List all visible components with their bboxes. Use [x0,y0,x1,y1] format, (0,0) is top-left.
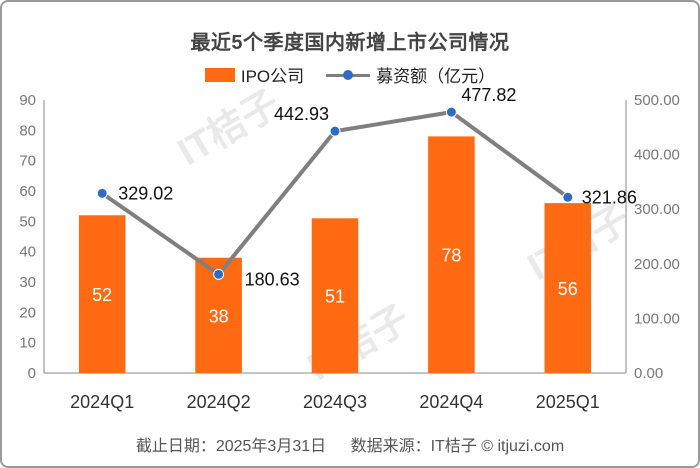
chart-title: 最近5个季度国内新增上市公司情况 [190,32,510,54]
line-value-label: 477.82 [461,85,516,105]
line-point-2024Q3 [329,125,341,137]
right-axis-tick-label: 200.00 [634,256,680,273]
bar-value-label: 56 [558,279,578,299]
bar-value-label: 78 [441,246,461,266]
legend-bar-label: IPO公司 [240,67,305,86]
bar-2024Q4 [428,136,475,373]
left-axis-tick-label: 50 [19,213,36,230]
legend-item-bar: IPO公司 [204,62,305,87]
line-value-label: 442.93 [274,104,329,124]
line-point-2025Q1 [562,191,574,203]
left-axis-tick-label: 60 [19,183,36,200]
left-axis-tick-label: 90 [19,92,36,109]
right-axis-tick-label: 500.00 [634,92,680,109]
bar-2024Q1 [78,215,126,373]
right-axis-tick-label: 0.00 [634,365,663,382]
right-axis-tick-label: 100.00 [634,310,680,327]
left-axis-tick-label: 30 [19,274,36,291]
line-point-2024Q4 [445,106,457,118]
bar-value-label: 51 [325,287,345,307]
right-axis-tick-label: 400.00 [634,147,680,164]
left-axis-tick-label: 40 [19,244,36,261]
x-axis-tick-label: 2024Q3 [303,392,367,412]
right-axis-tick-label: 300.00 [634,201,680,218]
bar-2025Q1 [544,203,592,373]
line-value-label: 180.63 [245,269,300,289]
legend-line-label: 募资额（亿元） [376,67,496,86]
line-value-label: 329.02 [118,183,173,203]
left-axis-tick-label: 10 [19,335,36,352]
x-axis-tick-label: 2024Q4 [419,392,483,412]
line-value-label: 321.86 [582,187,637,207]
footer-source: 数据来源：IT桔子 © itjuzi.com [350,438,565,455]
chart-legend: IPO公司 募资额（亿元） [0,62,700,87]
x-axis-tick-label: 2024Q2 [187,392,251,412]
left-axis-tick-label: 70 [19,153,36,170]
line-point-2024Q2 [213,268,225,280]
left-axis-tick-label: 80 [19,122,36,139]
line-point-2024Q1 [96,187,108,199]
bar-value-label: 52 [92,285,112,305]
legend-line-swatch [326,68,371,82]
x-axis-tick-label: 2025Q1 [536,392,600,412]
legend-bar-swatch [204,67,235,82]
chart-footer: 截止日期：2025年3月31日 数据来源：IT桔子 © itjuzi.com [0,432,700,456]
x-axis-tick-label: 2024Q1 [70,392,134,412]
legend-item-line: 募资额（亿元） [326,62,495,87]
footer-date: 截止日期：2025年3月31日 [135,438,327,455]
bar-2024Q3 [311,218,359,373]
left-axis-tick-label: 20 [19,304,36,321]
left-axis-tick-label: 0 [28,365,36,382]
bar-value-label: 38 [209,306,229,326]
